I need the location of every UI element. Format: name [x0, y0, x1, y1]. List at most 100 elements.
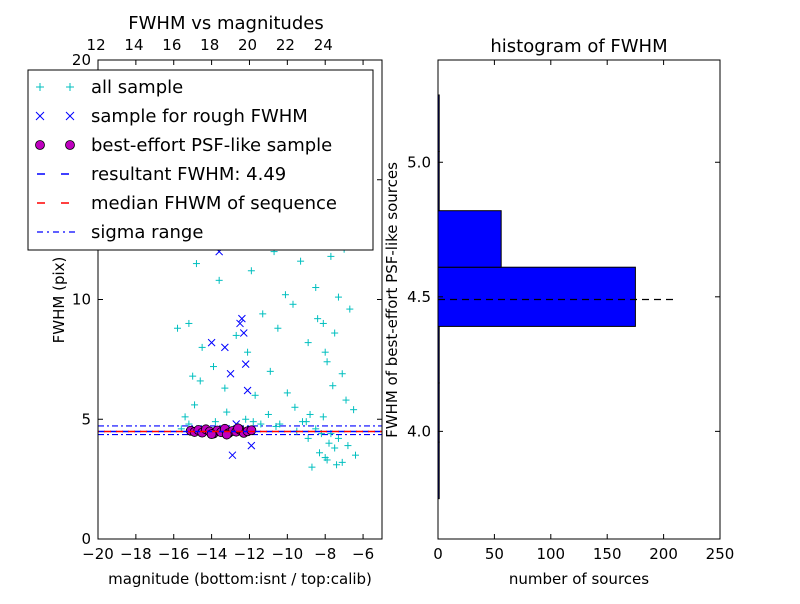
scatter-y-label: FWHM (pix)	[50, 257, 68, 344]
all-sample-point	[223, 408, 231, 416]
all-sample-point	[249, 418, 257, 426]
y-tick-label: 0	[81, 530, 91, 548]
x-tick-label: 200	[649, 545, 678, 563]
all-sample-point	[331, 444, 339, 452]
x-tick-label: −10	[272, 545, 304, 563]
all-sample-point	[221, 384, 229, 392]
all-sample-point	[192, 260, 200, 268]
cross-b	[243, 386, 252, 395]
y-tick-label: 4.5	[407, 288, 431, 306]
legend-label: resultant FWHM: 4.49	[91, 164, 286, 185]
top-tick-label: 14	[124, 36, 143, 54]
cross-b	[228, 451, 237, 460]
all-sample-point	[259, 310, 267, 318]
all-sample-point	[333, 461, 341, 469]
cross-b	[207, 338, 216, 347]
all-sample-point	[319, 413, 327, 421]
all-sample-point	[251, 391, 259, 399]
all-sample-point	[329, 382, 337, 390]
scatter-x-label: magnitude (bottom:isnt / top:calib)	[108, 570, 372, 588]
x-tick-label: −20	[82, 545, 114, 563]
rough-sample-point	[247, 441, 256, 450]
cross-b	[226, 369, 235, 378]
all-sample-point	[308, 463, 316, 471]
all-sample-point	[338, 458, 346, 466]
all-sample-point	[344, 442, 352, 450]
x-tick-label: −18	[120, 545, 152, 563]
all-sample-point	[325, 439, 333, 447]
best-effort-point	[221, 429, 232, 440]
cross-b	[238, 314, 246, 323]
legend-entry: median FHWM of sequence	[37, 193, 337, 214]
scatter-series	[98, 70, 382, 471]
rough-sample-point	[241, 360, 250, 369]
all-sample-point	[242, 415, 250, 423]
y-tick-label: 10	[72, 291, 91, 309]
histogram-bar	[438, 210, 502, 268]
rough-sample-point	[207, 338, 216, 347]
all-sample-point	[316, 449, 324, 457]
y-tick-label: 5.0	[407, 153, 431, 171]
legend-circle	[35, 140, 45, 150]
cross-b	[241, 360, 250, 369]
all-sample-point	[327, 252, 335, 260]
x-tick-label: −6	[352, 545, 374, 563]
top-tick-label: 12	[87, 36, 106, 54]
y-tick-label: 20	[72, 51, 91, 69]
cross-b	[247, 441, 256, 450]
all-sample-point	[342, 396, 350, 404]
all-sample-point	[319, 319, 327, 327]
legend-entry: best-effort PSF-like sample	[35, 135, 332, 156]
x-tick-label: 250	[706, 545, 735, 563]
all-sample-point	[232, 331, 240, 339]
all-sample-point	[189, 372, 197, 380]
legend-entry: resultant FWHM: 4.49	[37, 164, 286, 185]
x-tick-label: 0	[433, 545, 443, 563]
all-sample-point	[272, 422, 280, 430]
histogram-title: histogram of FWHM	[490, 36, 667, 57]
histogram-bar	[438, 266, 636, 327]
all-sample-point	[283, 389, 291, 397]
all-sample-point	[306, 410, 314, 418]
all-sample-point	[281, 291, 289, 299]
all-sample-point	[302, 418, 310, 426]
all-sample-point	[297, 257, 305, 265]
scatter-legend: all sample sample for rough FWHM best-effo…	[27, 69, 374, 251]
legend-label: median FHWM of sequence	[91, 193, 337, 214]
all-sample-point	[312, 284, 320, 292]
top-tick-label: 18	[200, 36, 219, 54]
rough-sample-point	[238, 314, 246, 323]
x-tick-label: 50	[485, 545, 504, 563]
all-sample-point	[321, 454, 329, 462]
legend-label: sample for rough FWHM	[91, 106, 308, 127]
histogram-bar	[438, 94, 440, 152]
histogram-y-ticks: 4.0 4.5 5.0	[407, 153, 720, 440]
all-sample-point	[291, 403, 299, 411]
all-sample-point	[331, 329, 339, 337]
scatter-top-ticks: 12 14 16 18 20 22 24	[87, 36, 333, 54]
legend-label: all sample	[91, 77, 183, 98]
all-sample-point	[334, 434, 342, 442]
all-sample-point	[350, 406, 358, 414]
scatter-title: FWHM vs magnitudes	[128, 13, 323, 34]
top-tick-label: 24	[314, 36, 333, 54]
legend-circle	[65, 140, 75, 150]
all-sample-point	[174, 324, 182, 332]
legend-cross-b	[65, 111, 75, 121]
legend-entry: sample for rough FWHM	[35, 106, 308, 127]
all-sample-point	[198, 343, 206, 351]
legend-box	[27, 69, 374, 251]
legend-entry: all sample	[36, 77, 183, 98]
all-sample-point	[346, 305, 354, 313]
rough-sample-point	[220, 343, 229, 352]
top-tick-label: 16	[162, 36, 181, 54]
top-tick-label: 22	[276, 36, 295, 54]
scatter-x-ticks: −20 −18 −16 −14 −12 −10 −8 −6	[82, 60, 374, 563]
x-tick-label: −16	[158, 545, 190, 563]
all-sample-point	[215, 276, 223, 284]
all-sample-point	[185, 319, 193, 327]
best-effort-point	[233, 423, 244, 434]
rough-sample-point	[226, 369, 235, 378]
